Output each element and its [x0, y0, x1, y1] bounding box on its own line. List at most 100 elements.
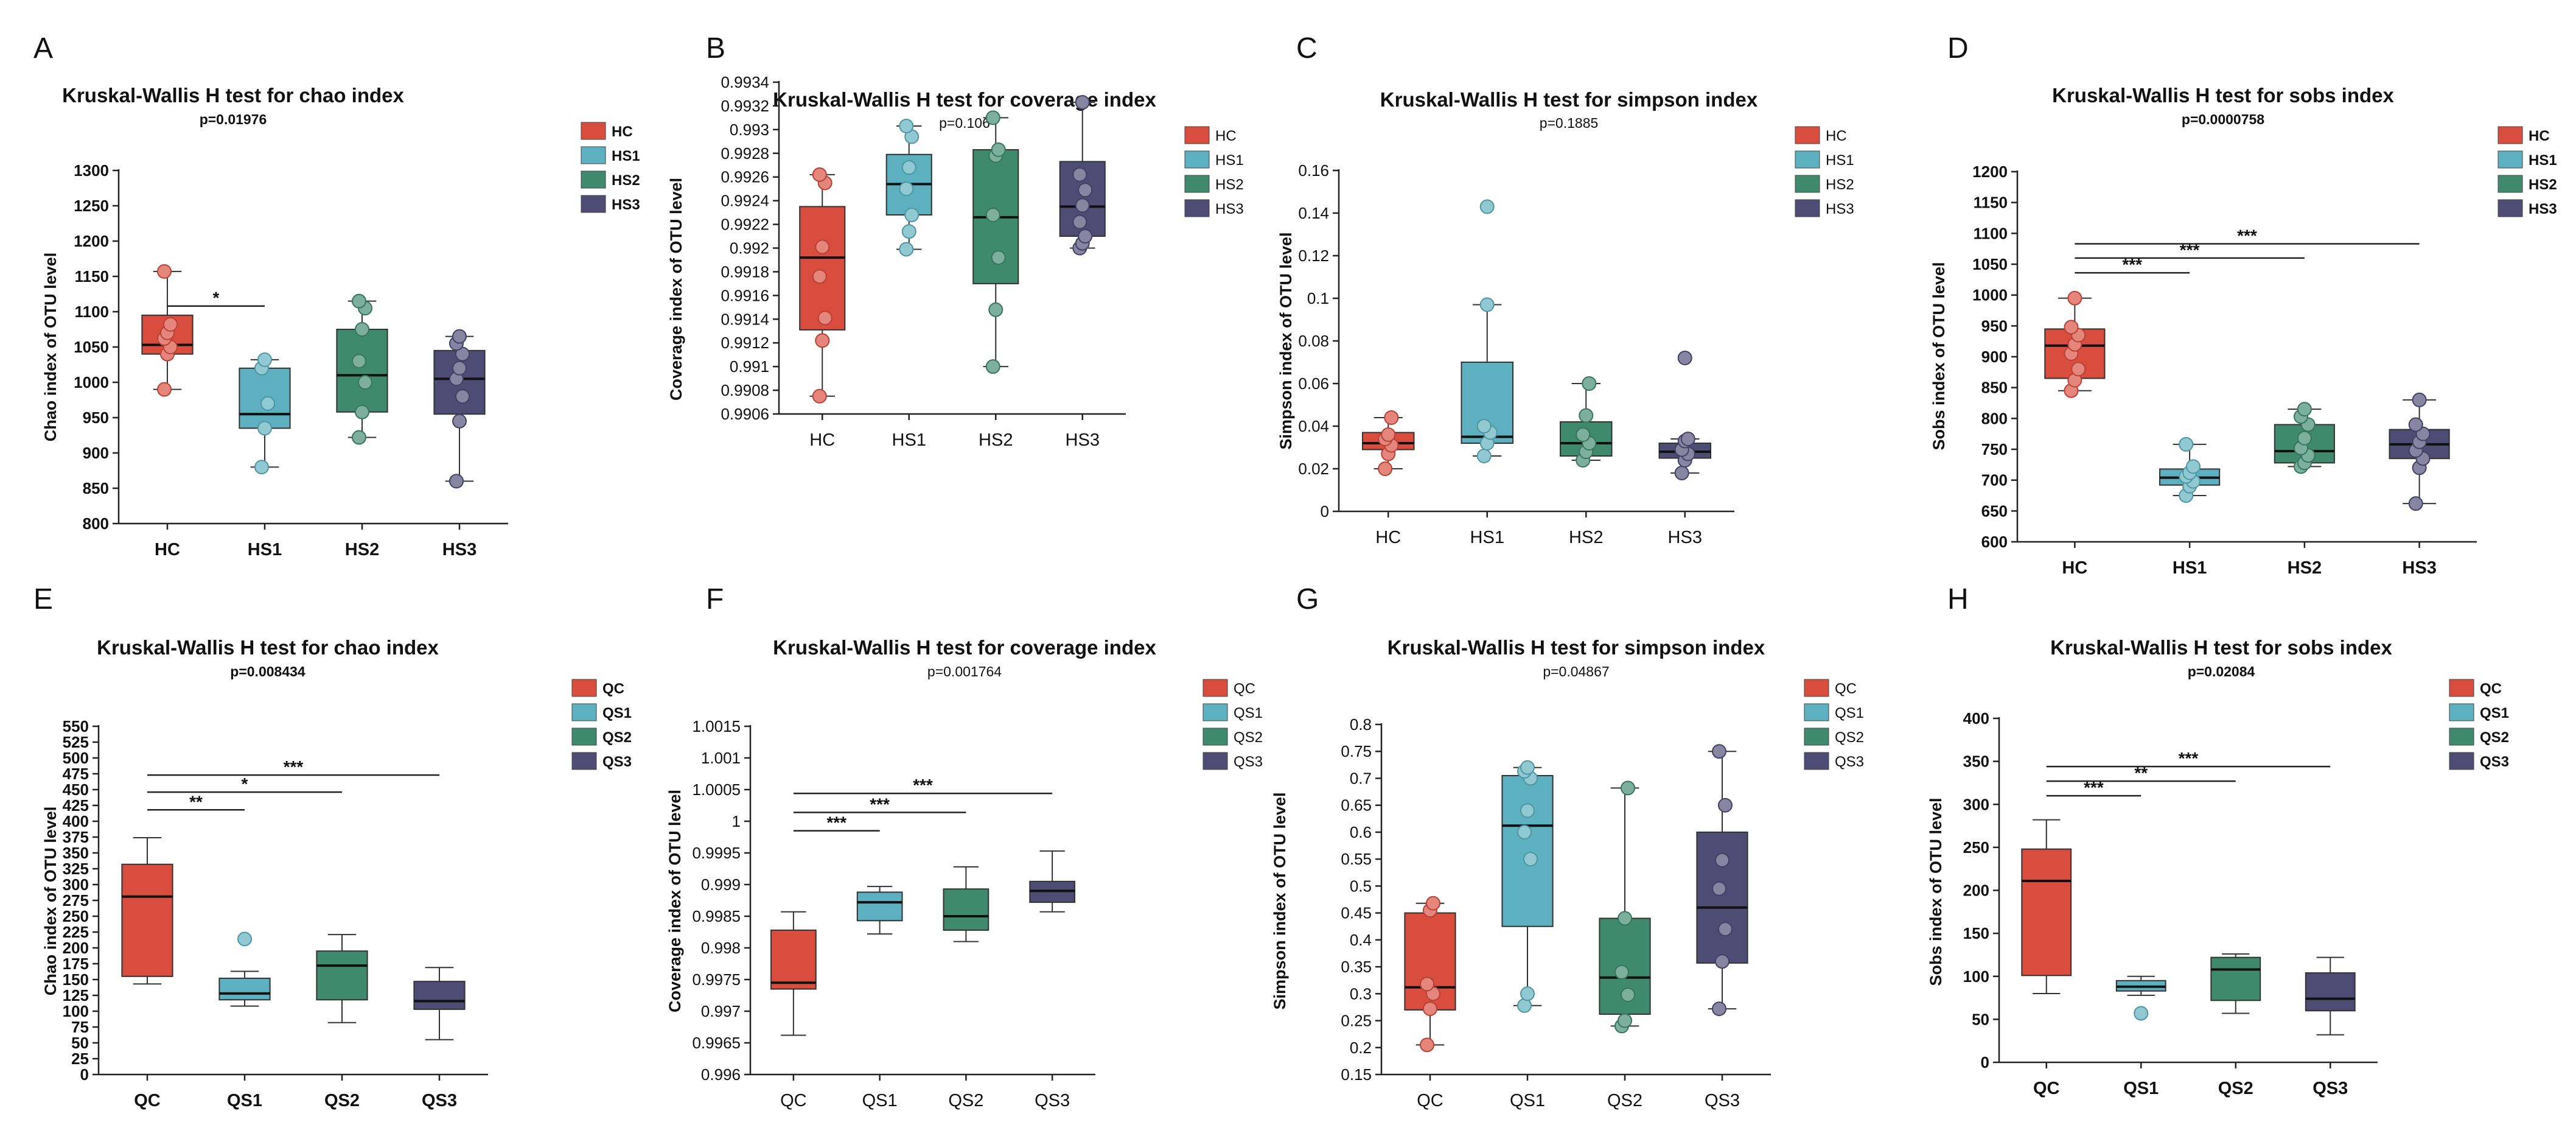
significance-label: ***	[913, 776, 933, 794]
legend-swatch	[571, 703, 597, 721]
legend-label: HS3	[2529, 201, 2557, 217]
legend-swatch	[571, 728, 597, 746]
significance-label: ***	[2179, 749, 2199, 768]
legend-swatch	[2497, 199, 2523, 217]
y-tick-label: 0.04	[1298, 417, 1329, 435]
y-tick-label: 0.9924	[721, 192, 769, 210]
x-tick-label: QC	[1417, 1091, 1443, 1110]
box-hs1	[885, 119, 932, 257]
x-tick-label: HS2	[345, 540, 379, 559]
y-tick-label: 50	[71, 1034, 89, 1052]
panel-a: A Kruskal-Wallis H test for chao index p=0…	[33, 32, 640, 559]
y-tick-label: 1.0005	[692, 780, 741, 799]
y-tick-label: 1150	[75, 267, 109, 286]
legend-swatch	[2449, 703, 2474, 721]
y-tick-label: 0.991	[730, 357, 769, 376]
panel-b: B Kruskal-Wallis H test for coverage inde…	[667, 32, 1244, 450]
data-point	[904, 208, 920, 222]
data-point	[452, 329, 467, 344]
panel-h: H Kruskal-Wallis H test for sobs index p=0…	[1927, 583, 2509, 1098]
x-tick-label: QS2	[2218, 1079, 2253, 1098]
panel-letter: D	[1947, 32, 1969, 65]
data-point	[352, 293, 367, 309]
y-tick-label: 1000	[74, 373, 109, 391]
legend-label: HS3	[612, 197, 640, 213]
y-tick-label: 525	[63, 733, 89, 751]
panel-letter: F	[706, 583, 724, 615]
x-tick-label: HS2	[979, 430, 1013, 450]
y-tick-label: 0.35	[1341, 958, 1372, 976]
box-hs3	[1658, 351, 1711, 480]
y-tick-label: 0.2	[1350, 1039, 1372, 1057]
box-qs3	[1696, 744, 1748, 1017]
data-point	[1582, 376, 1597, 391]
data-point	[357, 375, 372, 390]
x-tick-label: HS3	[2402, 558, 2436, 578]
x-tick-label: QS2	[948, 1091, 983, 1110]
legend-label: HS3	[1215, 201, 1244, 217]
y-tick-label: 950	[1981, 317, 2008, 335]
y-tick-label: 0.9908	[721, 381, 769, 399]
y-tick-label: 275	[63, 891, 89, 910]
box-qs2	[2210, 953, 2261, 1014]
legend-swatch	[581, 146, 606, 164]
y-tick-label: 750	[1981, 440, 2008, 458]
chart-title: Kruskal-Wallis H test for simpson index	[1387, 636, 1765, 659]
data-point	[352, 430, 367, 445]
data-point	[901, 224, 916, 239]
significance-label: **	[189, 792, 203, 811]
y-tick-label: 350	[63, 844, 89, 862]
y-tick-label: 475	[63, 765, 89, 783]
y-tick-label: 800	[83, 514, 109, 533]
data-point	[1620, 987, 1635, 1003]
box-iqr	[2210, 956, 2261, 1001]
significance-label: ***	[2237, 226, 2257, 245]
data-point	[1075, 95, 1090, 110]
y-tick-label: 250	[1963, 838, 1989, 857]
legend-label: HS1	[612, 148, 640, 164]
outlier-point	[237, 931, 252, 947]
y-tick-label: 225	[63, 923, 89, 941]
box-qc	[121, 837, 173, 985]
box-qc	[2021, 819, 2072, 994]
y-tick-label: 100	[63, 1002, 89, 1020]
data-point	[988, 302, 1004, 317]
legend-swatch	[1184, 150, 1210, 169]
y-tick-label: 25	[71, 1050, 89, 1068]
data-point	[1680, 432, 1695, 446]
panel-letter: A	[33, 32, 53, 65]
box-iqr	[2305, 972, 2356, 1012]
box-qs2	[1599, 780, 1651, 1034]
y-tick-label: 900	[1981, 348, 2008, 366]
legend-label: HS2	[1826, 177, 1854, 193]
data-point	[1618, 1013, 1632, 1028]
data-point	[1420, 1037, 1435, 1053]
data-point	[1075, 198, 1090, 213]
y-tick-label: 0.02	[1298, 460, 1329, 478]
data-point	[815, 333, 830, 348]
y-axis-label: Sobs index of OTU level	[1927, 798, 1945, 986]
data-point	[1072, 167, 1087, 182]
data-point	[1384, 410, 1399, 425]
p-value: p=0.04867	[1543, 664, 1609, 679]
box-hs2	[336, 293, 388, 445]
y-tick-label: 75	[71, 1018, 89, 1036]
data-point	[162, 317, 178, 332]
panel-g: G Kruskal-Wallis H test for simpson index…	[1271, 583, 1864, 1110]
outlier-point	[1677, 351, 1692, 365]
legend-label: HS1	[1826, 152, 1854, 169]
legend-label: QS1	[1835, 705, 1864, 721]
outlier-point	[2134, 1006, 2149, 1021]
legend-label: HS2	[2529, 177, 2557, 193]
y-tick-label: 0.25	[1341, 1012, 1372, 1030]
data-point	[260, 396, 275, 411]
box-qc	[1404, 896, 1456, 1053]
y-axis-label: Coverage index of OTU level	[666, 790, 684, 1012]
data-point	[899, 181, 914, 197]
box-qs3	[1029, 850, 1075, 913]
y-tick-label: 1200	[1972, 163, 2008, 181]
y-tick-label: 0.06	[1298, 374, 1329, 393]
data-point	[2067, 290, 2082, 306]
data-point	[1618, 911, 1632, 926]
data-point	[1078, 183, 1093, 198]
